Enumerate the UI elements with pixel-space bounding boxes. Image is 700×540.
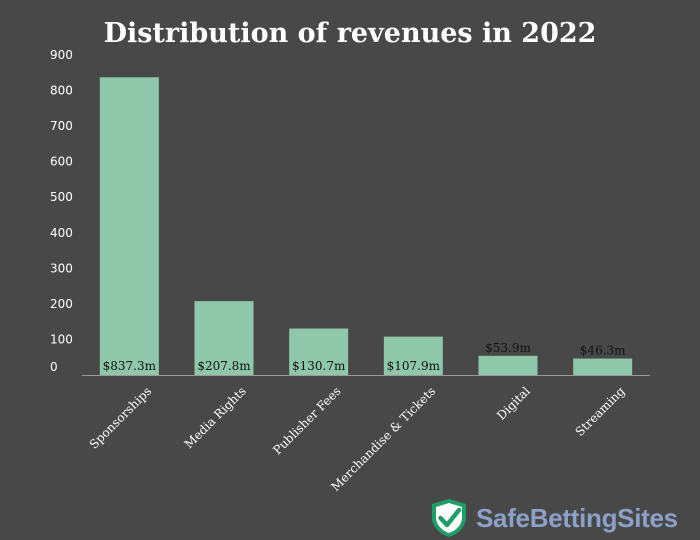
bars: $837.3m $207.8m $130.7m $107.9m $53.9m $46.3m [99,77,633,375]
chart-title: Distribution of revenues in 2022 [103,18,597,49]
shield-check-icon [432,499,466,537]
x-axis-labels: Sponsorships Media Rights Publisher FeesMe… [87,384,628,494]
y-tick-label-700: 700 [50,119,73,133]
x-tick-label-3: Merchandise & Tickets [328,384,438,494]
data-label-0: $837.3m [103,359,157,373]
data-label-4: $53.9m [485,341,531,355]
x-tick-label-4: Digital [494,384,533,423]
y-tick-label-400: 400 [50,226,73,240]
y-tick-label-600: 600 [50,155,73,169]
x-tick-label-2: Publisher Fees [270,384,343,457]
y-tick-label-0: 0 [50,360,58,374]
brand-logo: SafeBettingSites [430,497,678,539]
y-tick-label-100: 100 [50,332,73,346]
bar-4 [478,355,538,375]
bar-0 [99,77,159,375]
data-label-1: $207.8m [197,359,251,373]
x-tick-label-0: Sponsorships [87,384,155,452]
x-tick-label-5: Streaming [573,384,628,439]
data-label-5: $46.3m [580,344,626,358]
y-tick-label-500: 500 [50,190,73,204]
bar-1 [194,301,254,375]
y-axis-ticks: 0 100 200 300 400 500 600 700 800 900 [50,48,73,374]
bar-3 [383,336,443,375]
data-label-2: $130.7m [292,359,346,373]
y-tick-label-200: 200 [50,297,73,311]
data-label-3: $107.9m [387,359,441,373]
y-tick-label-900: 900 [50,48,73,62]
x-tick-label-1: Media Rights [182,384,249,451]
y-tick-label-800: 800 [50,84,73,98]
brand-name: SafeBettingSites [476,502,678,533]
bar-5 [573,358,633,375]
bar-2 [289,328,349,375]
y-tick-label-300: 300 [50,261,73,275]
